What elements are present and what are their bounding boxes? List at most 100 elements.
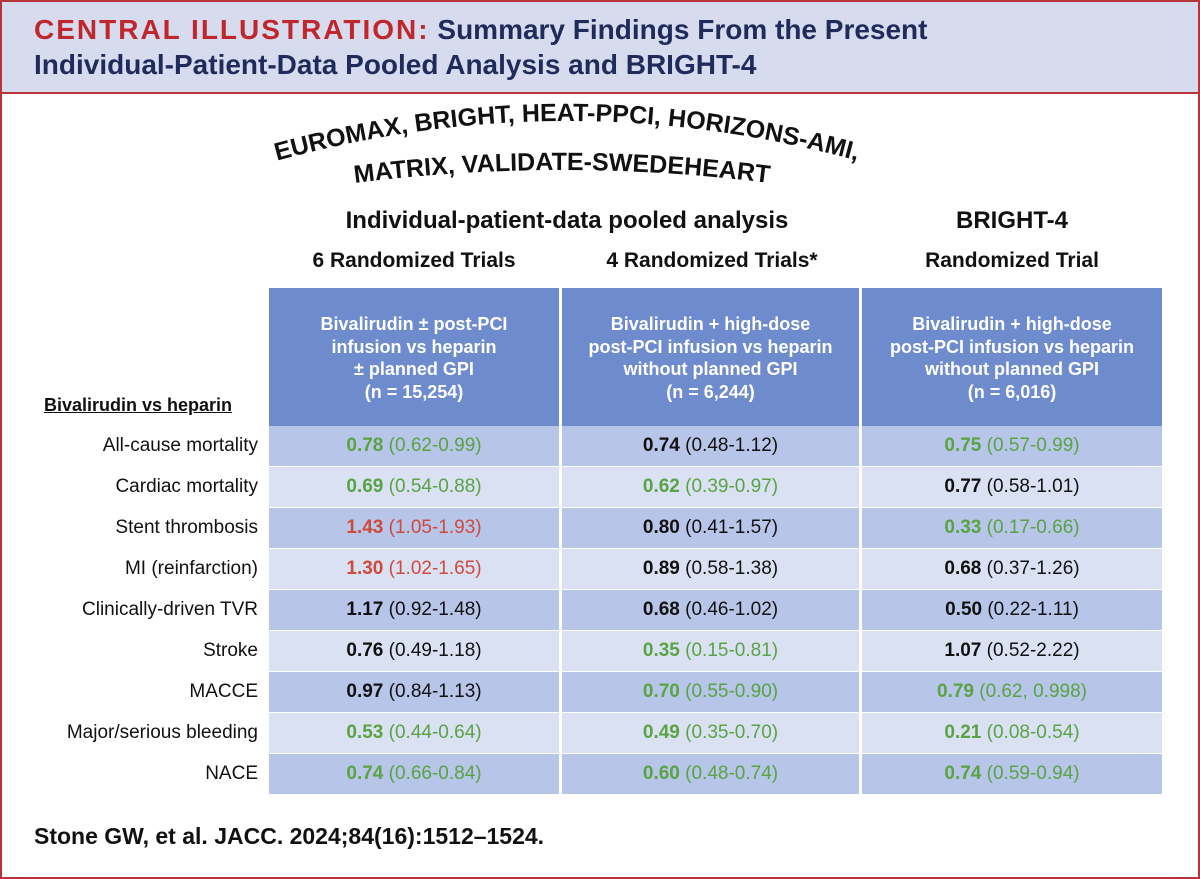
hazard-ratio-value: 0.68 bbox=[642, 599, 680, 620]
hazard-ratio-value: 0.70 bbox=[642, 681, 680, 702]
confidence-interval: (0.84-1.13) bbox=[388, 681, 482, 702]
col1-header-line: infusion vs heparin bbox=[331, 336, 497, 357]
header-title-line1: CENTRAL ILLUSTRATION: Summary Findings F… bbox=[34, 14, 928, 46]
row-header-label: Bivalirudin vs heparin bbox=[44, 395, 233, 415]
confidence-interval: (0.48-0.74) bbox=[685, 763, 779, 784]
table-row: Major/serious bleeding 0.53 (0.44-0.64) 0.… bbox=[2, 713, 1198, 753]
row-label: All-cause mortality bbox=[102, 435, 258, 456]
col3-subtitle: Randomized Trial bbox=[925, 249, 1099, 272]
col2-header-line: without planned GPI bbox=[623, 359, 798, 379]
col1-header-line: Bivalirudin ± post-PCI bbox=[320, 314, 508, 334]
header-label: CENTRAL ILLUSTRATION: bbox=[34, 14, 430, 45]
result-cell: 0.35 (0.15-0.81) bbox=[562, 631, 859, 671]
bright4-title: BRIGHT-4 bbox=[955, 207, 1068, 234]
confidence-interval: (0.17-0.66) bbox=[986, 517, 1080, 538]
result-cell: 0.74 (0.66-0.84) bbox=[269, 754, 559, 794]
table-row: MACCE 0.97 (0.84-1.13) 0.70 (0.55-0.90) 0.7… bbox=[2, 672, 1198, 712]
confidence-interval: (0.22-1.11) bbox=[987, 599, 1079, 620]
row-label: NACE bbox=[205, 763, 258, 784]
col2-header-line: Bivalirudin + high-dose bbox=[610, 314, 811, 334]
header-title-line2: Individual-Patient-Data Pooled Analysis … bbox=[34, 49, 757, 80]
confidence-interval: (0.62, 0.998) bbox=[979, 681, 1087, 702]
row-label: Stroke bbox=[203, 640, 258, 661]
hazard-ratio-value: 0.80 bbox=[642, 517, 680, 538]
col2-header-line: post-PCI infusion vs heparin bbox=[588, 336, 833, 357]
confidence-interval: (1.02-1.65) bbox=[388, 558, 482, 579]
col2-header: Bivalirudin + high-dose post-PCI infusio… bbox=[562, 288, 859, 428]
confidence-interval: (0.48-1.12) bbox=[685, 435, 779, 456]
result-cell: 0.69 (0.54-0.88) bbox=[269, 467, 559, 507]
result-cell: 0.80 (0.41-1.57) bbox=[562, 508, 859, 548]
hazard-ratio-value: 0.69 bbox=[346, 476, 384, 497]
result-cell: 0.53 (0.44-0.64) bbox=[269, 713, 559, 753]
header-banner: CENTRAL ILLUSTRATION: Summary Findings F… bbox=[2, 2, 1198, 94]
confidence-interval: (1.05-1.93) bbox=[388, 517, 482, 538]
result-cell: 1.07 (0.52-2.22) bbox=[862, 631, 1162, 671]
confidence-interval: (0.46-1.02) bbox=[685, 599, 779, 620]
hazard-ratio-value: 0.35 bbox=[642, 640, 680, 661]
table-row: Stent thrombosis 1.43 (1.05-1.93) 0.80 (0.… bbox=[2, 508, 1198, 548]
table-row: NACE 0.74 (0.66-0.84) 0.60 (0.48-0.74) 0.74… bbox=[2, 754, 1198, 794]
row-label: MACCE bbox=[189, 681, 258, 702]
row-label: Cardiac mortality bbox=[115, 476, 258, 497]
hazard-ratio-value: 0.89 bbox=[642, 558, 680, 579]
hazard-ratio-value: 0.21 bbox=[944, 722, 982, 743]
table-row: All-cause mortality 0.78 (0.62-0.99) 0.74 … bbox=[2, 426, 1198, 466]
result-cell: 0.68 (0.46-1.02) bbox=[562, 590, 859, 630]
col1-header-n: (n = 15,254) bbox=[364, 381, 464, 402]
hazard-ratio-value: 0.78 bbox=[346, 435, 384, 456]
hazard-ratio-value: 1.43 bbox=[346, 517, 384, 538]
result-cell: 0.50 (0.22-1.11) bbox=[862, 590, 1162, 630]
confidence-interval: (0.52-2.22) bbox=[986, 640, 1080, 661]
col2-header-n: (n = 6,244) bbox=[666, 381, 755, 402]
confidence-interval: (0.62-0.99) bbox=[388, 435, 482, 456]
pooled-analysis-title: Individual-patient-data pooled analysis bbox=[345, 207, 789, 234]
confidence-interval: (0.57-0.99) bbox=[986, 435, 1080, 456]
table-row: MI (reinfarction) 1.30 (1.02-1.65) 0.89 (0… bbox=[2, 549, 1198, 589]
confidence-interval: (0.54-0.88) bbox=[388, 476, 482, 497]
result-cell: 0.75 (0.57-0.99) bbox=[862, 426, 1162, 466]
hazard-ratio-value: 0.68 bbox=[944, 558, 982, 579]
confidence-interval: (0.37-1.26) bbox=[986, 558, 1080, 579]
header-title: Summary Findings From the Present bbox=[437, 14, 928, 45]
trials-arc: EUROMAX, BRIGHT, HEAT-PPCI, HORIZONS-AMI… bbox=[271, 99, 863, 189]
hazard-ratio-value: 1.17 bbox=[346, 599, 384, 620]
col3-header-line: Bivalirudin + high-dose bbox=[912, 314, 1112, 334]
trials-arc-line2: MATRIX, VALIDATE-SWEDEHEART bbox=[352, 148, 772, 189]
confidence-interval: (0.58-1.01) bbox=[986, 476, 1080, 497]
hazard-ratio-value: 0.49 bbox=[642, 722, 680, 743]
result-cell: 1.30 (1.02-1.65) bbox=[269, 549, 559, 589]
col3-header-line: without planned GPI bbox=[925, 359, 1099, 379]
col1-header: Bivalirudin ± post-PCI infusion vs hepar… bbox=[269, 288, 559, 428]
confidence-interval: (0.49-1.18) bbox=[388, 640, 482, 661]
confidence-interval: (0.35-0.70) bbox=[685, 722, 779, 743]
hazard-ratio-value: 0.74 bbox=[346, 763, 384, 784]
col1-header-line: ± planned GPI bbox=[354, 359, 474, 379]
hazard-ratio-value: 1.30 bbox=[346, 558, 384, 579]
row-label: Major/serious bleeding bbox=[66, 722, 258, 743]
result-cell: 0.79 (0.62, 0.998) bbox=[862, 672, 1162, 712]
hazard-ratio-value: 0.74 bbox=[944, 763, 982, 784]
hazard-ratio-value: 0.79 bbox=[936, 681, 974, 702]
confidence-interval: (0.66-0.84) bbox=[388, 763, 482, 784]
confidence-interval: (0.55-0.90) bbox=[685, 681, 779, 702]
col3-header-line: post-PCI infusion vs heparin bbox=[889, 336, 1135, 357]
hazard-ratio-value: 0.77 bbox=[944, 476, 982, 497]
hazard-ratio-value: 0.62 bbox=[642, 476, 680, 497]
hazard-ratio-value: 0.53 bbox=[346, 722, 384, 743]
result-cell: 0.78 (0.62-0.99) bbox=[269, 426, 559, 466]
result-cell: 0.77 (0.58-1.01) bbox=[862, 467, 1162, 507]
hazard-ratio-value: 0.75 bbox=[944, 435, 982, 456]
row-label: Clinically-driven TVR bbox=[82, 599, 258, 620]
result-cell: 0.21 (0.08-0.54) bbox=[862, 713, 1162, 753]
hazard-ratio-value: 1.07 bbox=[944, 640, 982, 661]
hazard-ratio-value: 0.74 bbox=[642, 435, 680, 456]
hazard-ratio-value: 0.60 bbox=[642, 763, 680, 784]
confidence-interval: (0.44-0.64) bbox=[388, 722, 482, 743]
result-cell: 0.70 (0.55-0.90) bbox=[562, 672, 859, 712]
hazard-ratio-value: 0.50 bbox=[945, 599, 983, 620]
col3-header: Bivalirudin + high-dose post-PCI infusio… bbox=[862, 288, 1162, 428]
result-cell: 0.68 (0.37-1.26) bbox=[862, 549, 1162, 589]
result-cell: 0.62 (0.39-0.97) bbox=[562, 467, 859, 507]
